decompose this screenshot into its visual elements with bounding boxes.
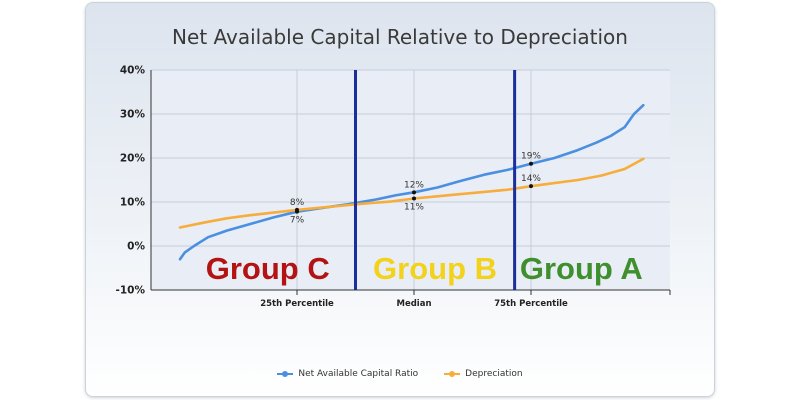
data-point-marker [412,190,416,195]
data-label: 19% [521,152,541,162]
data-point-marker [412,196,416,201]
chart-title: Net Available Capital Relative to Deprec… [172,25,628,49]
group-label: Group B [373,251,497,286]
data-label: 7% [290,216,305,226]
y-tick-label: -10% [116,285,146,297]
y-tick-label: 0% [127,241,145,253]
chart-card: Net Available Capital Relative to Deprec… [85,2,715,397]
legend-item-net-capital[interactable]: Net Available Capital Ratio [277,369,418,379]
x-tick-label: 25th Percentile [260,299,334,309]
group-label: Group C [206,251,330,286]
legend-marker-depreciation [444,371,461,377]
y-tick-label: 40% [120,65,146,77]
chart-legend: Net Available Capital Ratio Depreciation [86,369,714,379]
y-tick-label: 20% [120,153,146,165]
data-point-marker [295,209,299,214]
legend-label-net-capital: Net Available Capital Ratio [298,369,419,379]
legend-label-depreciation: Depreciation [465,369,523,379]
data-label: 14% [521,174,541,184]
data-label: 8% [290,198,305,208]
data-point-marker [529,184,533,189]
data-label: 11% [404,202,424,212]
chart-plot: -10% 0% 10% 20% 30% 40% 25th Percentile Median 7… [116,65,671,309]
x-tick-label: Median [396,299,431,309]
data-point-marker [529,161,533,166]
legend-marker-net-capital [277,371,294,377]
y-tick-label: 10% [120,197,146,209]
data-label: 12% [404,180,424,190]
legend-item-depreciation[interactable]: Depreciation [444,369,523,379]
x-tick-label: 75th Percentile [494,299,568,309]
y-tick-label: 30% [120,109,146,121]
group-label: Group A [520,251,643,286]
